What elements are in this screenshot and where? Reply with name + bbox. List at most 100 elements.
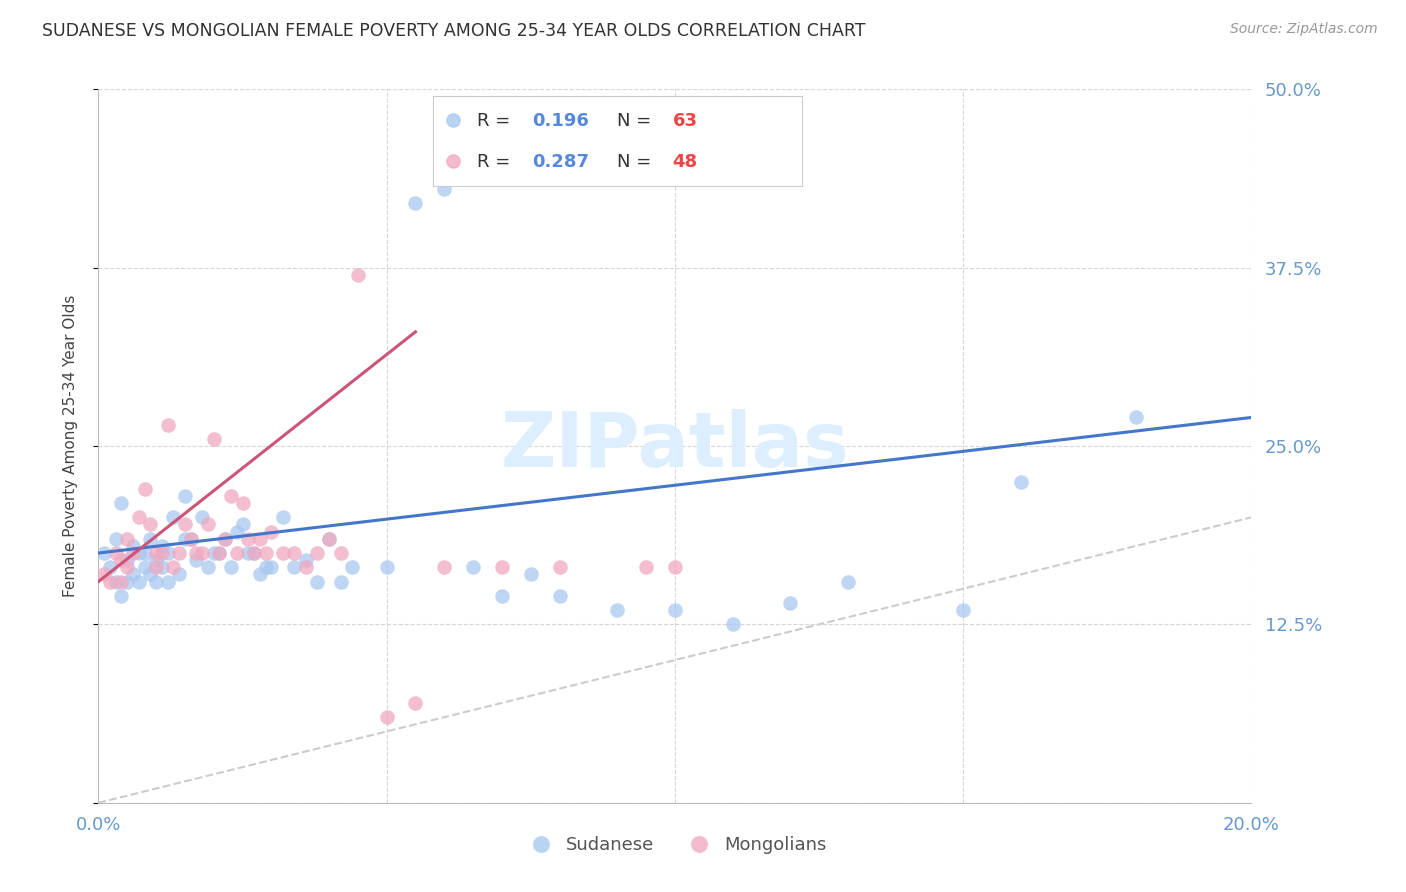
- Point: [249, 567, 271, 582]
- Point: [231, 496, 254, 510]
- Point: [283, 546, 305, 560]
- Point: [208, 546, 231, 560]
- Point: [225, 546, 247, 560]
- Point: [167, 546, 190, 560]
- Point: [952, 603, 974, 617]
- Point: [122, 539, 145, 553]
- Point: [329, 574, 352, 589]
- Point: [433, 560, 456, 574]
- Point: [145, 553, 167, 567]
- Point: [254, 546, 277, 560]
- Point: [191, 546, 214, 560]
- Point: [98, 574, 121, 589]
- Point: [375, 560, 398, 574]
- Point: [606, 146, 628, 161]
- Point: [249, 532, 271, 546]
- Point: [721, 617, 744, 632]
- Point: [375, 710, 398, 724]
- Point: [145, 546, 167, 560]
- Point: [117, 553, 139, 567]
- Point: [93, 567, 115, 582]
- Point: [128, 510, 150, 524]
- Point: [197, 560, 219, 574]
- Point: [98, 560, 121, 574]
- Point: [174, 532, 197, 546]
- Point: [145, 560, 167, 574]
- Point: [167, 567, 190, 582]
- Point: [180, 532, 202, 546]
- Point: [405, 696, 427, 710]
- Point: [110, 496, 132, 510]
- Point: [461, 560, 484, 574]
- Text: ZIPatlas: ZIPatlas: [501, 409, 849, 483]
- Point: [197, 517, 219, 532]
- Point: [117, 560, 139, 574]
- Point: [186, 553, 208, 567]
- Point: [260, 524, 283, 539]
- Point: [491, 589, 513, 603]
- Point: [93, 546, 115, 560]
- Point: [307, 546, 329, 560]
- Point: [219, 560, 242, 574]
- Point: [260, 560, 283, 574]
- Point: [271, 546, 294, 560]
- Point: [156, 417, 179, 432]
- Point: [283, 560, 305, 574]
- Point: [295, 560, 318, 574]
- Point: [433, 182, 456, 196]
- Point: [110, 574, 132, 589]
- Point: [606, 603, 628, 617]
- Point: [214, 532, 236, 546]
- Point: [664, 603, 686, 617]
- Point: [134, 546, 156, 560]
- Point: [254, 560, 277, 574]
- Point: [117, 574, 139, 589]
- Point: [208, 546, 231, 560]
- Point: [779, 596, 801, 610]
- Point: [346, 268, 368, 282]
- Point: [243, 546, 266, 560]
- Point: [117, 532, 139, 546]
- Point: [186, 546, 208, 560]
- Point: [134, 560, 156, 574]
- Point: [139, 567, 162, 582]
- Point: [214, 532, 236, 546]
- Point: [128, 574, 150, 589]
- Point: [1125, 410, 1147, 425]
- Point: [238, 546, 260, 560]
- Point: [202, 432, 225, 446]
- Text: Source: ZipAtlas.com: Source: ZipAtlas.com: [1230, 22, 1378, 37]
- Point: [104, 532, 127, 546]
- Point: [636, 560, 658, 574]
- Point: [202, 546, 225, 560]
- Y-axis label: Female Poverty Among 25-34 Year Olds: Female Poverty Among 25-34 Year Olds: [63, 295, 77, 597]
- Point: [150, 546, 173, 560]
- Point: [405, 196, 427, 211]
- Point: [156, 574, 179, 589]
- Point: [243, 546, 266, 560]
- Point: [128, 546, 150, 560]
- Point: [491, 560, 513, 574]
- Point: [162, 560, 184, 574]
- Point: [664, 560, 686, 574]
- Point: [329, 546, 352, 560]
- Point: [180, 532, 202, 546]
- Point: [307, 574, 329, 589]
- Point: [174, 489, 197, 503]
- Point: [156, 546, 179, 560]
- Point: [122, 546, 145, 560]
- Point: [139, 517, 162, 532]
- Point: [340, 560, 363, 574]
- Point: [162, 510, 184, 524]
- Text: SUDANESE VS MONGOLIAN FEMALE POVERTY AMONG 25-34 YEAR OLDS CORRELATION CHART: SUDANESE VS MONGOLIAN FEMALE POVERTY AMO…: [42, 22, 866, 40]
- Point: [110, 589, 132, 603]
- Point: [225, 524, 247, 539]
- Point: [1010, 475, 1032, 489]
- Point: [191, 510, 214, 524]
- Point: [231, 517, 254, 532]
- Point: [150, 539, 173, 553]
- Point: [145, 574, 167, 589]
- Point: [318, 532, 340, 546]
- Point: [134, 482, 156, 496]
- Point: [548, 560, 571, 574]
